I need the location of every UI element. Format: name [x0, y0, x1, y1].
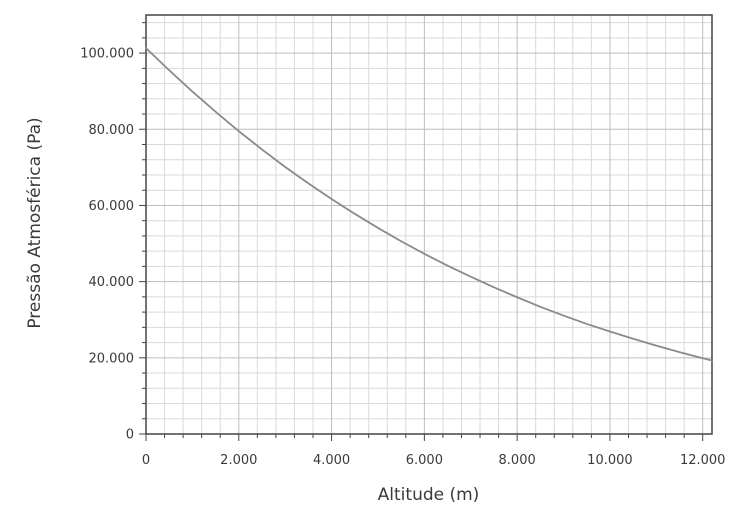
x-axis-ticks: 0 2.000 4.000 6.000 8.000 10.000 12.000: [142, 434, 726, 468]
x-tick-label: 6.000: [406, 453, 443, 468]
series-line: [145, 47, 713, 362]
x-tick-label: 8.000: [499, 453, 536, 468]
plot-area-border: [145, 14, 713, 435]
x-tick-label: 4.000: [313, 453, 350, 468]
y-axis-title: Pressão Atmosférica (Pa): [25, 117, 45, 328]
y-tick-label: 0: [126, 428, 134, 443]
y-axis-ticks: 0 20.000 40.000 60.000 80.000 100.000: [80, 22, 146, 443]
x-tick-label: 12.000: [680, 453, 726, 468]
major-grid: [146, 15, 712, 434]
y-tick-label: 60.000: [89, 199, 135, 214]
x-tick-label: 0: [142, 453, 150, 468]
y-tick-label: 40.000: [89, 275, 135, 290]
x-axis-title: Altitude (m): [378, 485, 480, 505]
y-tick-label: 20.000: [89, 351, 135, 366]
minor-grid: [146, 15, 712, 434]
x-tick-label: 10.000: [587, 453, 633, 468]
series-layer: [145, 47, 713, 362]
y-tick-label: 80.000: [89, 123, 135, 138]
y-tick-label: 100.000: [80, 47, 134, 62]
plot-frame: [145, 14, 713, 435]
x-tick-label: 2.000: [220, 453, 257, 468]
